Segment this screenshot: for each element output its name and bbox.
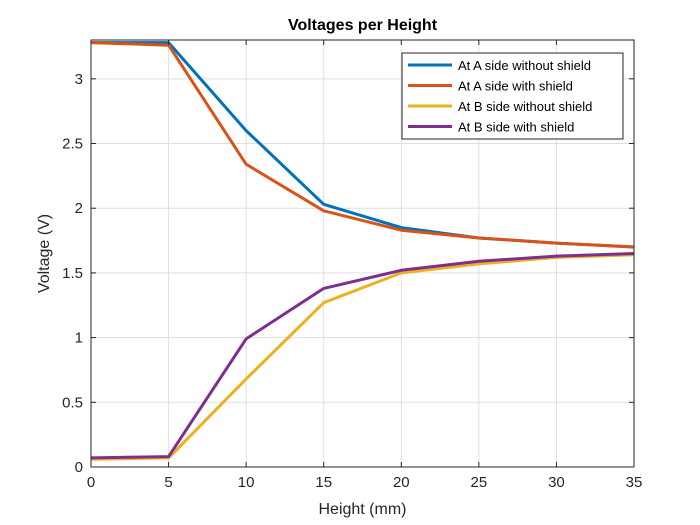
y-tick-label: 3 (75, 71, 83, 88)
legend: At A side without shield At A side with s… (401, 52, 624, 140)
y-axis-label: Voltage (V) (36, 214, 53, 293)
chart-title: Voltages per Height (288, 17, 438, 34)
y-tick-label: 2.5 (62, 136, 83, 153)
y-tick-label: 1.5 (62, 265, 83, 282)
legend-entry-4: At B side with shield (458, 120, 574, 135)
x-tick-label: 0 (87, 474, 95, 491)
series-line-4 (90, 252, 635, 460)
axis-ticks: 0 5 10 15 20 25 30 35 0 0.5 1 1.5 2 2.5 3 (62, 40, 642, 491)
legend-entry-1: At A side without shield (458, 58, 591, 73)
series-lines (90, 41, 635, 461)
x-axis-label: Height (mm) (318, 501, 406, 518)
x-tick-label: 10 (238, 474, 255, 491)
x-tick-label: 20 (393, 474, 410, 491)
series-line-2 (90, 41, 635, 249)
x-tick-label: 15 (315, 474, 332, 491)
y-tick-label: 0.5 (62, 394, 83, 411)
y-tick-label: 0 (75, 459, 83, 476)
x-tick-label: 35 (626, 474, 643, 491)
y-tick-label: 2 (75, 200, 83, 217)
legend-box (401, 52, 624, 140)
series-line-3 (90, 253, 635, 461)
legend-entry-2: At A side with shield (458, 79, 573, 94)
plot-frame (90, 39, 635, 468)
y-tick-label: 1 (75, 330, 83, 347)
x-tick-label: 25 (471, 474, 488, 491)
legend-entry-3: At B side without shield (458, 99, 592, 114)
x-tick-label: 30 (548, 474, 565, 491)
x-tick-label: 5 (164, 474, 172, 491)
